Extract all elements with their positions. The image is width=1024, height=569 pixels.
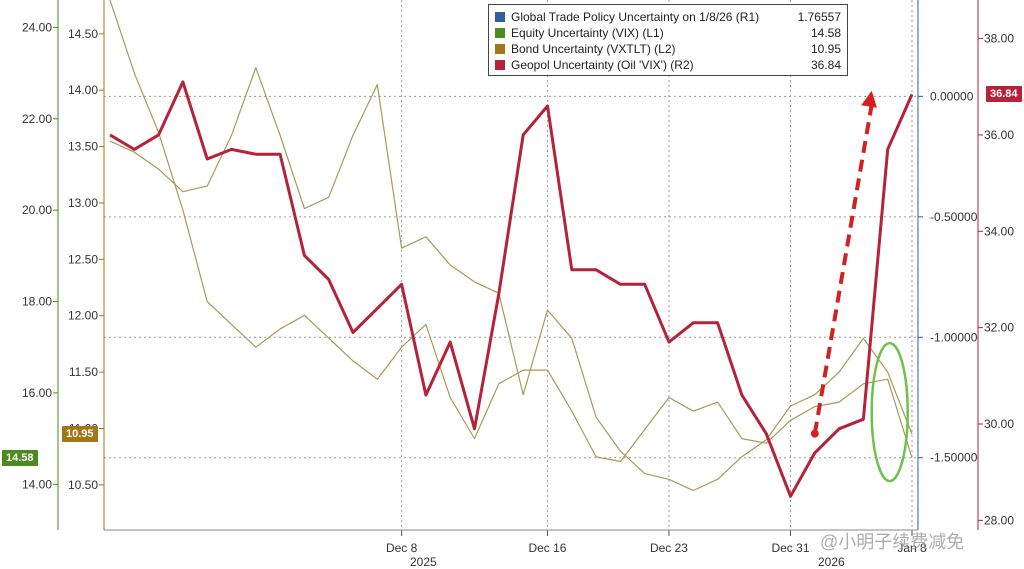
y-tick-label: 10.50 [68,478,98,492]
legend-value: 10.95 [810,42,841,56]
legend-entry: Bond Uncertainty (VXTLT) (L2) 10.95 [495,41,841,57]
legend-swatch [495,12,505,22]
x-tick-label: Dec 8 [386,541,418,555]
y-tick-label: 14.00 [22,477,52,491]
series-line-1 [109,67,913,492]
axes: Dec 8 Dec 16 Dec 23 Dec 31 Jan 8 14.00 16.00 18… [22,0,1014,555]
x-tick-label: Jan 8 [897,541,927,555]
x-tick-label: Dec 31 [771,541,809,555]
y-tick-label: -0.50000 [930,210,978,224]
y-tick-label: 18.00 [22,295,52,309]
y-tick-label: 34.00 [984,224,1014,238]
legend-label: Bond Uncertainty (VXTLT) (L2) [511,42,676,56]
y-tick-label: 14.00 [68,83,98,97]
legend-entry: Equity Uncertainty (VIX) (L1) 14.58 [495,25,841,41]
series-lines [109,0,914,498]
legend: Global Trade Policy Uncertainty on 1/8/2… [488,4,848,76]
series-line-0 [109,0,913,463]
y-tick-label: 30.00 [984,417,1014,431]
y-tick-label: 24.00 [22,20,52,34]
y-tick-label: 0.00000 [930,89,974,103]
grid-lines [104,0,918,530]
legend-value: 14.58 [810,26,841,40]
y-tick-label: -1.50000 [930,451,978,465]
last-value-tag-equity: 14.58 [2,450,38,466]
y-tick-label: 38.00 [984,32,1014,46]
legend-entry: Global Trade Policy Uncertainty on 1/8/2… [495,9,841,25]
annotations [810,90,909,483]
legend-value: 1.76557 [797,10,841,24]
y-tick-label: 28.00 [984,513,1014,527]
series-line-2 [109,80,914,498]
legend-swatch [495,60,505,70]
y-tick-label: 36.00 [984,128,1014,142]
last-value-tag-geopol: 36.84 [986,86,1022,102]
year-label-2026: 2026 [818,555,845,569]
legend-label: Global Trade Policy Uncertainty on 1/8/2… [511,10,760,24]
y-tick-label: -1.00000 [930,330,978,344]
y-tick-label: 14.50 [68,27,98,41]
y-tick-label: 20.00 [22,203,52,217]
y-tick-label: 11.50 [69,365,98,379]
y-tick-label: 12.00 [68,309,98,323]
x-tick-label: Dec 23 [650,541,688,555]
legend-label: Equity Uncertainty (VIX) (L1) [511,26,664,40]
y-tick-label: 32.00 [984,321,1014,335]
y-tick-label: 16.00 [22,386,52,400]
y-tick-label: 13.50 [68,140,98,154]
x-tick-label: Dec 16 [528,541,566,555]
year-label-2025: 2025 [410,555,437,569]
y-tick-label: 12.50 [68,252,98,266]
arrow-head [861,90,877,108]
legend-value: 36.84 [810,58,841,72]
watermark: @小明子续费减免 [820,532,965,552]
legend-label: Geopol Uncertainty (Oil 'VIX') (R2) [511,58,694,72]
last-value-tag-bond: 10.95 [62,426,98,442]
y-tick-label: 22.00 [22,112,52,126]
highlight-ellipse [870,341,909,483]
y-tick-label: 13.00 [68,196,98,210]
legend-swatch [495,28,505,38]
legend-entry: Geopol Uncertainty (Oil 'VIX') (R2) 36.8… [495,57,841,73]
legend-swatch [495,44,505,54]
